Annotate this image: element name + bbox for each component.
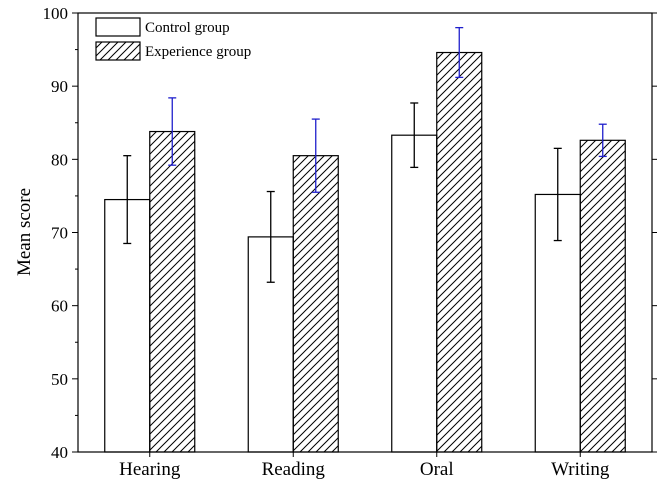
- plot-area: [104, 26, 626, 453]
- error-bar-writing-experience: [598, 123, 607, 158]
- error-bar-writing-control: [553, 147, 562, 242]
- legend-swatch-experience: [95, 41, 141, 61]
- bar-hearing-experience: [149, 130, 196, 453]
- y-tick-label: 100: [43, 4, 69, 23]
- y-tick-label: 90: [51, 77, 68, 96]
- bar-writing-experience: [579, 139, 626, 453]
- bar-reading-experience: [292, 155, 339, 453]
- y-tick-label: 40: [51, 443, 68, 462]
- legend-swatch-control: [95, 17, 141, 37]
- legend-label-control: Control group: [145, 20, 230, 36]
- x-tick-label-hearing: Hearing: [119, 459, 181, 480]
- bar-oral-experience: [436, 51, 483, 453]
- error-bar-oral-control: [410, 102, 419, 169]
- y-tick-label: 50: [51, 370, 68, 389]
- x-tick-label-oral: Oral: [420, 459, 454, 480]
- y-tick-label: 70: [51, 224, 68, 243]
- error-bar-reading-experience: [311, 118, 320, 193]
- bar-oral-control: [391, 134, 438, 453]
- legend-label-experience: Experience group: [145, 44, 251, 60]
- error-bar-reading-control: [266, 190, 275, 283]
- y-tick-label: 80: [51, 150, 68, 169]
- x-tick-label-reading: Reading: [262, 459, 326, 480]
- error-bar-hearing-control: [123, 155, 132, 245]
- x-tick-label-writing: Writing: [551, 459, 610, 480]
- y-axis-title: Mean score: [14, 188, 35, 276]
- error-bar-oral-experience: [455, 26, 464, 79]
- error-bar-hearing-experience: [168, 97, 177, 166]
- axes: Hearing Reading Oral Writing 40 50 60 70 80 90 100: [43, 4, 657, 480]
- y-tick-label: 60: [51, 297, 68, 316]
- legend: Control group Experience group: [95, 17, 251, 61]
